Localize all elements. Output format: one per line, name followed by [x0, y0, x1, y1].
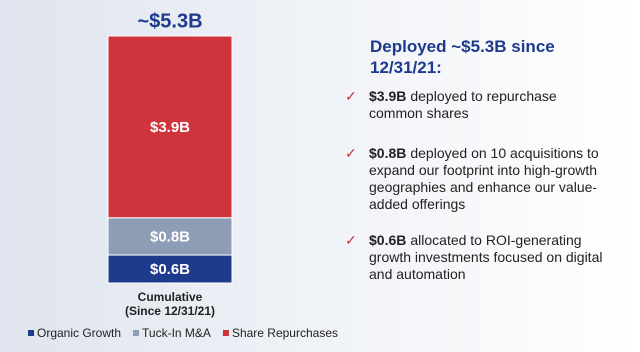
value-label: $0.6B — [150, 261, 190, 278]
bullet-bold: $0.8B — [369, 145, 407, 161]
bullet-bold: $0.6B — [369, 232, 407, 248]
legend-swatch — [28, 330, 34, 336]
check-icon: ✓ — [345, 145, 357, 161]
bullet: ✓ $3.9B deployed to repurchase common shar… — [345, 88, 610, 122]
bar-segment — [107, 217, 233, 256]
bullet: ✓ $0.6B allocated to ROI-generating growth… — [345, 232, 610, 283]
total-label: ~$5.3B — [137, 10, 202, 32]
x-tick-label: Cumulative (Since 12/31/21) — [124, 290, 216, 318]
legend-label: Organic Growth — [37, 326, 121, 340]
legend-label: Share Repurchases — [232, 326, 338, 340]
bullet-text: deployed to repurchase common shares — [369, 88, 557, 121]
check-icon: ✓ — [345, 88, 357, 104]
bar-segment — [107, 35, 233, 219]
legend-swatch — [133, 330, 140, 336]
legend-swatch — [222, 330, 229, 336]
bullet-bold: $3.9B — [369, 88, 407, 104]
value-label: $3.9B — [150, 119, 190, 136]
value-label: $0.8B — [150, 228, 190, 245]
check-icon: ✓ — [345, 232, 357, 248]
bullet: ✓ $0.8B deployed on 10 acquisitions to exp… — [345, 145, 610, 213]
bullet-text: allocated to ROI-generating growth inves… — [369, 232, 603, 282]
bullet-text: deployed on 10 acquisitions to expand ou… — [369, 145, 599, 212]
heading: Deployed ~$5.3B since 12/31/21: — [370, 37, 555, 77]
bar-segment — [107, 254, 233, 284]
legend-label: Tuck-In M&A — [142, 326, 211, 340]
